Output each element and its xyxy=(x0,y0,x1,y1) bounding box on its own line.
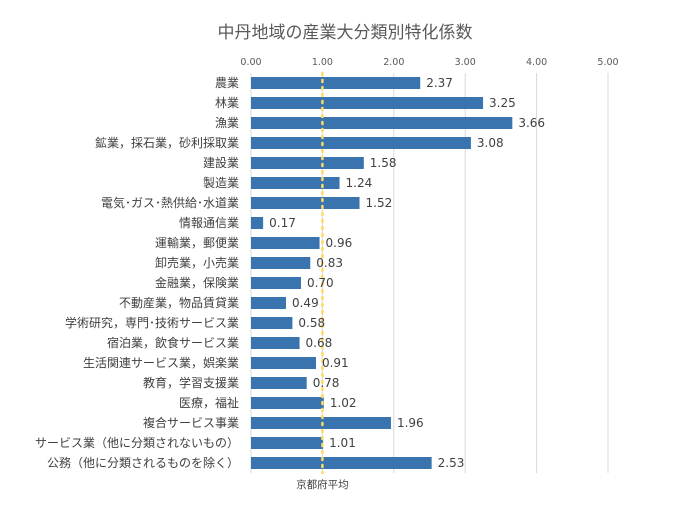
value-labels: 2.37 3.253.66 3.08 1.58 1.24 1.52 0.17 0.96 0.83… xyxy=(269,76,545,470)
value-label: 3.08 xyxy=(477,136,504,150)
category-label: 農業 xyxy=(215,76,239,90)
value-label: 1.58 xyxy=(370,156,397,170)
value-label: 1.24 xyxy=(346,176,373,190)
x-tick-label: 2.00 xyxy=(383,57,404,68)
category-label: 学術研究，専門･技術サービス業 xyxy=(65,315,239,330)
value-label: 0.70 xyxy=(307,276,334,290)
value-label: 0.78 xyxy=(313,376,340,390)
value-label: 3.25 xyxy=(489,96,516,110)
category-label: 卸売業，小売業 xyxy=(155,255,239,270)
bar xyxy=(251,137,471,149)
bar xyxy=(251,217,264,229)
category-label: 公務（他に分類されるものを除く） xyxy=(47,455,239,470)
category-label: 金融業，保険業 xyxy=(155,275,239,290)
bar xyxy=(251,317,293,329)
x-tick-label: 3.00 xyxy=(455,57,476,68)
bars xyxy=(251,77,513,469)
value-label: 2.37 xyxy=(426,76,453,90)
category-labels: 農業林業漁業鉱業，採石業，砂利採取業建設業製造業電気･ガス･熱供給･水道業情報通… xyxy=(35,76,239,470)
category-label: 建設業 xyxy=(203,155,239,170)
bar xyxy=(251,197,360,209)
value-label: 0.91 xyxy=(322,356,349,370)
bar xyxy=(251,297,286,309)
value-label: 0.68 xyxy=(306,336,333,350)
value-label: 0.58 xyxy=(298,316,325,330)
value-label: 1.96 xyxy=(397,416,424,430)
category-label: 情報通信業 xyxy=(179,216,239,230)
x-tick-label: 4.00 xyxy=(526,57,547,68)
bar xyxy=(251,397,324,409)
category-label: サービス業（他に分類されないもの） xyxy=(35,436,239,450)
category-label: 製造業 xyxy=(203,176,239,190)
value-label: 3.66 xyxy=(518,116,545,130)
bar xyxy=(251,377,307,389)
value-label: 0.49 xyxy=(292,296,319,310)
bar xyxy=(251,277,301,289)
bar xyxy=(251,457,432,469)
category-label: 運輸業，郵便業 xyxy=(155,235,239,250)
category-label: 不動産業，物品賃貸業 xyxy=(119,295,239,310)
category-label: 生活関連サービス業，娯楽業 xyxy=(83,356,239,370)
category-label: 宿泊業，飲食サービス業 xyxy=(107,335,239,350)
bar xyxy=(251,237,320,249)
bar xyxy=(251,117,513,129)
bar xyxy=(251,357,316,369)
value-label: 0.96 xyxy=(326,236,353,250)
bar xyxy=(251,417,391,429)
x-axis-ticks: 0.00 1.00 2.00 3.00 4.00 5.00 xyxy=(240,57,618,68)
x-tick-label: 1.00 xyxy=(312,57,333,68)
value-label: 0.17 xyxy=(269,216,296,230)
gridlines xyxy=(250,73,609,473)
category-label: 医療，福祉 xyxy=(179,395,239,410)
value-label: 0.83 xyxy=(316,256,343,270)
bar xyxy=(251,177,340,189)
bar xyxy=(251,97,484,109)
bar xyxy=(251,337,300,349)
value-label: 1.01 xyxy=(329,436,356,450)
category-label: 林業 xyxy=(215,96,239,110)
reference-line-label: 京都府平均 xyxy=(296,478,349,491)
value-label: 2.53 xyxy=(438,456,465,470)
category-label: 複合サービス事業 xyxy=(143,415,239,430)
category-label: 鉱業，採石業，砂利採取業 xyxy=(95,135,239,150)
x-tick-label: 5.00 xyxy=(597,57,618,68)
bar xyxy=(251,437,324,449)
category-label: 漁業 xyxy=(215,116,239,130)
category-label: 電気･ガス･熱供給･水道業 xyxy=(101,195,239,210)
value-label: 1.52 xyxy=(366,196,393,210)
x-tick-label: 0.00 xyxy=(240,57,261,68)
value-label: 1.02 xyxy=(330,396,357,410)
bar xyxy=(251,257,311,269)
chart-title: 中丹地域の産業大分類別特化係数 xyxy=(218,23,473,43)
bar xyxy=(251,77,421,89)
bar xyxy=(251,157,364,169)
category-label: 教育，学習支援業 xyxy=(143,375,239,390)
